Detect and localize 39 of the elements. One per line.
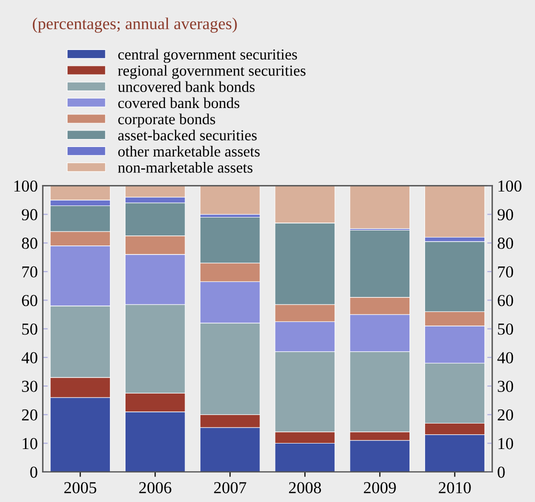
y-tick-label: 20	[22, 409, 38, 421]
x-tick-label: 2009	[364, 482, 396, 494]
legend-label: corporate bonds	[118, 114, 216, 128]
y-tick-label: 60	[22, 294, 38, 306]
x-tick-label: 2010	[438, 482, 471, 494]
y2-tick-label: 70	[498, 266, 514, 278]
y-tick-label: 70	[22, 266, 38, 278]
y-tick-label: 0	[30, 466, 38, 478]
legend-label: central government securities	[118, 48, 297, 63]
y-tick-label: 90	[22, 209, 38, 220]
x-tick-label: 2008	[289, 482, 321, 494]
y2-tick-label: 100	[498, 180, 522, 192]
y-tick-label: 30	[22, 380, 38, 392]
legend-label: covered bank bonds	[118, 97, 240, 108]
legend-label: asset-backed securities	[118, 130, 257, 140]
chart-subtitle: (percentages; annual averages)	[32, 18, 237, 33]
y-tick-label: 10	[22, 438, 38, 450]
y2-tick-label: 20	[498, 409, 514, 421]
y2-tick-label: 90	[498, 209, 514, 220]
y2-tick-label: 40	[497, 352, 514, 364]
y-tick-label: 80	[22, 238, 38, 249]
y-tick-label: 40	[22, 352, 38, 364]
y2-tick-label: 10	[498, 438, 514, 450]
y2-tick-label: 60	[498, 294, 514, 306]
legend-label: uncovered bank bonds	[118, 81, 255, 92]
x-tick-label: 2006	[139, 482, 172, 494]
x-tick-label: 2007	[214, 482, 246, 494]
legend-label: regional government securities	[118, 65, 306, 79]
legend-label: non-marketable assets	[118, 162, 252, 173]
y2-tick-label: 0	[498, 466, 505, 478]
y2-tick-label: 80	[498, 238, 514, 249]
y2-tick-label: 50	[498, 324, 514, 335]
y-tick-label: 100	[14, 180, 38, 192]
y2-tick-label: 30	[498, 380, 514, 392]
bar	[200, 186, 260, 215]
bar	[424, 186, 485, 238]
x-tick-label: 2005	[64, 482, 96, 494]
legend-label: other marketable assets	[118, 146, 260, 157]
y-tick-label: 50	[22, 324, 38, 335]
